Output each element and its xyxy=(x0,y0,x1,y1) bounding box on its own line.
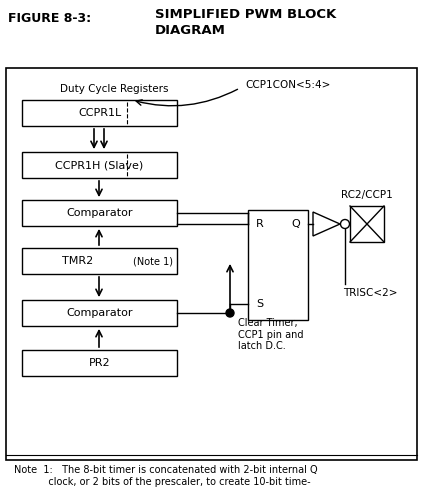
Bar xyxy=(6,68,417,460)
Bar xyxy=(22,100,177,126)
Text: R: R xyxy=(256,219,264,229)
Bar xyxy=(22,350,177,376)
Text: FIGURE 8-3:: FIGURE 8-3: xyxy=(8,12,91,25)
Circle shape xyxy=(341,220,349,228)
Text: Comparator: Comparator xyxy=(66,308,133,318)
Text: (Note 1): (Note 1) xyxy=(133,256,173,266)
Text: Clear Timer,
CCP1 pin and
latch D.C.: Clear Timer, CCP1 pin and latch D.C. xyxy=(238,318,303,351)
Text: CCP1CON<5:4>: CCP1CON<5:4> xyxy=(245,80,330,90)
Polygon shape xyxy=(313,212,340,236)
Text: TMR2: TMR2 xyxy=(62,256,93,266)
Bar xyxy=(22,152,177,178)
Bar xyxy=(22,300,177,326)
Text: Q: Q xyxy=(291,219,300,229)
Text: RC2/CCP1: RC2/CCP1 xyxy=(341,190,393,200)
Text: Comparator: Comparator xyxy=(66,208,133,218)
Bar xyxy=(350,206,384,242)
Text: SIMPLIFIED PWM BLOCK
DIAGRAM: SIMPLIFIED PWM BLOCK DIAGRAM xyxy=(155,8,336,37)
Text: CCPR1H (Slave): CCPR1H (Slave) xyxy=(55,160,144,170)
Text: S: S xyxy=(256,299,263,309)
Circle shape xyxy=(226,309,234,317)
Text: Duty Cycle Registers: Duty Cycle Registers xyxy=(60,84,168,94)
Bar xyxy=(248,210,308,320)
Text: TRISC<2>: TRISC<2> xyxy=(343,287,398,298)
Text: Note  1:   The 8-bit timer is concatenated with 2-bit internal Q
           cloc: Note 1: The 8-bit timer is concatenated … xyxy=(14,465,318,488)
Text: PR2: PR2 xyxy=(89,358,110,368)
Bar xyxy=(22,200,177,226)
Text: CCPR1L: CCPR1L xyxy=(78,108,121,118)
Bar xyxy=(22,248,177,274)
